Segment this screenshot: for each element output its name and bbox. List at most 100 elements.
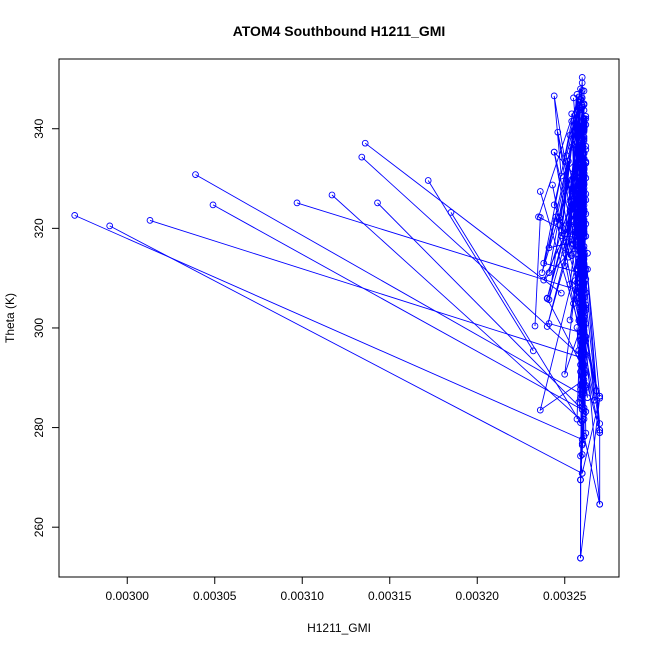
excursion-line xyxy=(364,142,562,294)
data-point xyxy=(580,100,588,108)
excursion-line xyxy=(571,179,601,505)
excursion-line xyxy=(331,194,583,422)
x-axis: 0.00300 0.00305 0.00310 0.00315 0.00320 0.003… xyxy=(106,576,587,603)
data-point xyxy=(570,210,577,218)
data-point xyxy=(578,242,586,250)
data-point xyxy=(578,406,586,413)
data-point xyxy=(582,333,590,341)
data-point xyxy=(529,347,537,355)
data-point xyxy=(575,398,583,406)
data-point xyxy=(578,74,586,81)
data-point xyxy=(557,232,565,240)
data-point xyxy=(540,276,548,284)
data-point xyxy=(578,417,586,425)
data-point xyxy=(568,117,576,125)
data-point xyxy=(578,297,586,305)
data-point xyxy=(554,128,562,136)
data-point xyxy=(580,218,588,225)
data-point xyxy=(580,196,588,203)
data-point xyxy=(568,110,576,118)
data-point xyxy=(580,166,588,173)
data-point xyxy=(374,199,381,207)
data-point xyxy=(146,217,154,224)
x-tick-label: 0.00310 xyxy=(281,589,325,603)
data-point xyxy=(543,295,551,302)
data-point xyxy=(358,153,366,161)
data-point xyxy=(575,351,583,358)
x-tick-label: 0.00300 xyxy=(106,589,150,603)
y-axis-label: Theta (K) xyxy=(3,293,17,343)
data-point xyxy=(570,217,577,224)
x-tick-label: 0.00320 xyxy=(456,589,500,603)
data-point xyxy=(580,335,588,343)
data-point xyxy=(578,403,586,411)
data-point xyxy=(578,321,586,329)
data-point xyxy=(577,85,584,93)
data-point xyxy=(582,289,590,296)
data-point xyxy=(71,212,79,219)
data-point xyxy=(577,342,584,350)
chart-title: ATOM4 Southbound H1211_GMI xyxy=(233,23,446,39)
data-point xyxy=(570,245,577,253)
data-point xyxy=(570,192,577,199)
data-point xyxy=(550,201,558,209)
data-point xyxy=(578,247,586,255)
data-point xyxy=(568,188,576,196)
data-point xyxy=(361,139,369,147)
y-tick-label: 340 xyxy=(32,118,46,138)
data-point xyxy=(577,361,584,369)
data-point xyxy=(209,201,217,209)
data-point xyxy=(106,222,114,230)
data-point xyxy=(557,172,565,180)
data-point xyxy=(447,209,455,216)
data-point xyxy=(596,392,604,400)
data-point xyxy=(577,211,584,218)
data-point xyxy=(545,320,553,327)
data-point xyxy=(549,181,556,189)
data-point xyxy=(580,176,588,184)
data-point xyxy=(577,303,584,311)
data-point xyxy=(566,131,574,139)
data-point xyxy=(570,240,577,248)
data-point xyxy=(580,133,588,141)
data-point xyxy=(580,249,588,257)
data-point xyxy=(571,183,579,191)
data-point xyxy=(571,111,579,119)
excursion-line xyxy=(212,204,587,412)
data-point xyxy=(578,259,586,267)
data-point xyxy=(566,197,574,204)
data-point xyxy=(571,170,579,178)
excursion-line xyxy=(534,217,541,327)
data-point xyxy=(592,387,600,395)
data-point xyxy=(580,361,588,369)
data-point xyxy=(580,128,588,136)
x-tick-label: 0.00305 xyxy=(193,589,237,603)
data-point xyxy=(545,269,553,277)
data-point xyxy=(568,143,576,151)
excursion-line xyxy=(427,180,534,352)
data-point xyxy=(570,94,577,102)
data-point xyxy=(571,286,579,293)
series-layer xyxy=(71,74,604,562)
data-point xyxy=(550,148,558,156)
data-point xyxy=(577,241,584,249)
data-point xyxy=(577,223,584,231)
y-tick-label: 260 xyxy=(32,517,46,537)
y-tick-label: 320 xyxy=(32,218,46,238)
data-point xyxy=(538,269,546,277)
data-point xyxy=(570,202,577,209)
data-point xyxy=(568,176,576,183)
data-point xyxy=(580,206,588,213)
data-point xyxy=(578,436,586,443)
excursion-line xyxy=(539,191,601,397)
data-point xyxy=(580,255,588,263)
data-point xyxy=(577,419,584,426)
data-point xyxy=(577,255,584,263)
data-point xyxy=(577,554,584,562)
data-point xyxy=(577,476,584,484)
data-point xyxy=(577,161,584,168)
data-point xyxy=(561,230,569,238)
data-point xyxy=(580,119,588,127)
